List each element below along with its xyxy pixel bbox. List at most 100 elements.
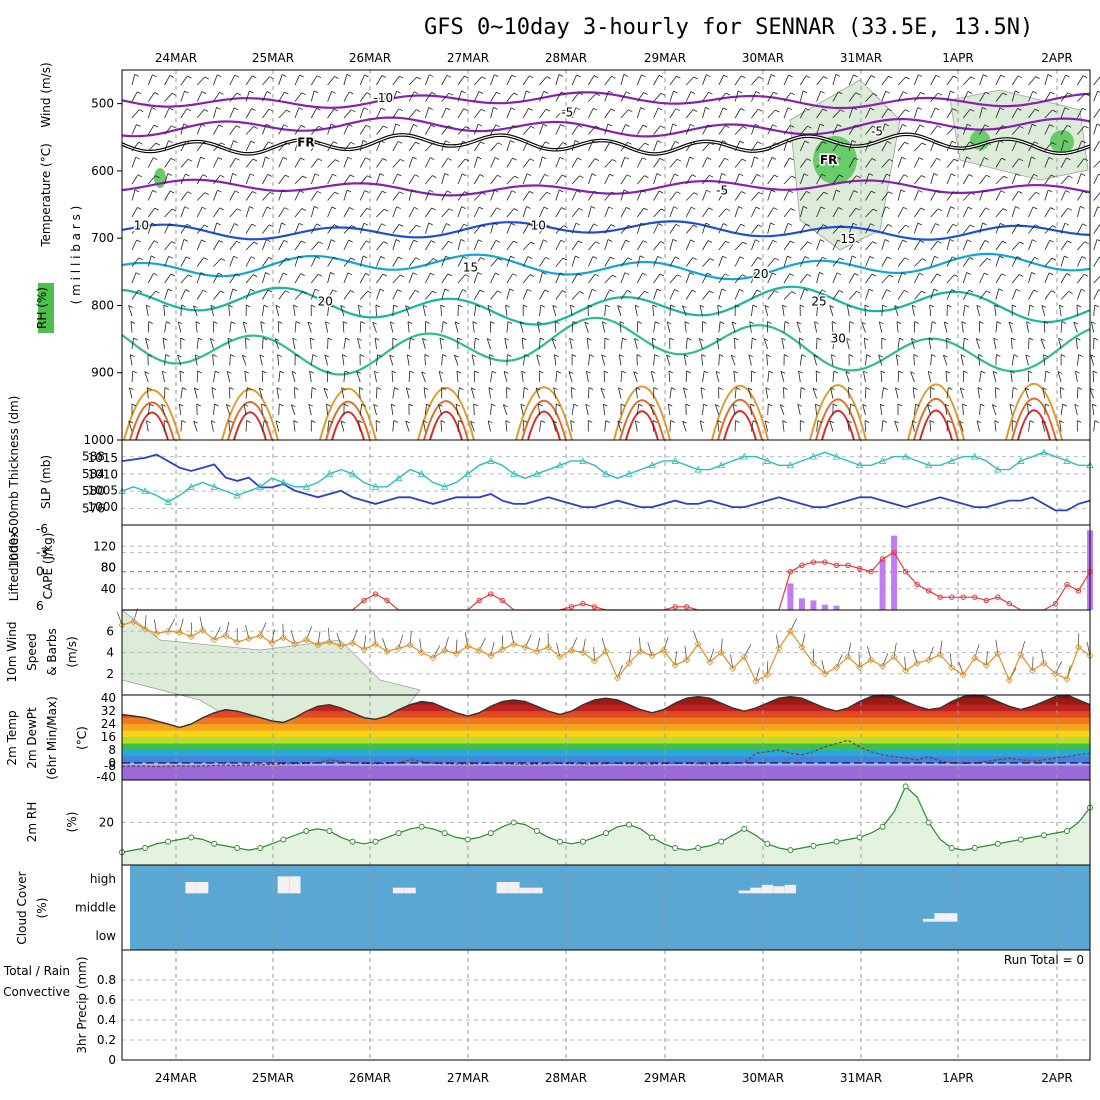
wind-barb-flag <box>298 222 304 226</box>
wind-barb <box>506 223 512 234</box>
wind-barb-flag <box>578 240 583 244</box>
wind-barb <box>376 288 381 300</box>
wind-barb <box>490 124 497 135</box>
wind-barb <box>554 321 557 333</box>
wind-barb <box>1077 93 1086 102</box>
wind-barb-flag <box>316 107 321 111</box>
wind-barb-flag <box>169 190 175 194</box>
wind-barb-flag <box>817 420 823 423</box>
freezing-line-inner <box>121 133 1091 155</box>
rh-ylabel: 2m RH <box>25 802 39 843</box>
wind-barb-flag <box>976 304 982 308</box>
wind-barb <box>718 75 725 86</box>
wind-barb <box>470 387 475 399</box>
wind-barb <box>473 174 481 185</box>
wind-barb-flag <box>1018 274 1024 277</box>
wind-barb <box>571 404 575 416</box>
wind-barb <box>539 156 543 168</box>
wind-barb <box>861 322 866 333</box>
wind-barb-flag <box>328 304 333 308</box>
wind-barb <box>848 140 853 152</box>
temp-ylabel-4: (°C) <box>75 726 89 750</box>
wind-barb <box>685 289 693 300</box>
wind-barb-flag <box>840 225 845 228</box>
wind-barb-flag <box>186 256 191 260</box>
wind-barb-flag <box>1075 370 1080 374</box>
wind-barb-flag <box>869 140 874 144</box>
wind-barb <box>653 140 658 152</box>
wind-barb <box>180 75 188 86</box>
li-tick-label: 6 <box>36 599 44 613</box>
wind-barb <box>1077 173 1082 185</box>
wind-barb <box>816 256 823 267</box>
lifted-index-marker <box>960 594 966 600</box>
wind-barb-flag <box>324 354 329 358</box>
wind10-marker <box>268 639 276 647</box>
wind-barb <box>946 173 952 185</box>
wind-barb <box>425 404 427 416</box>
wind-barb <box>734 387 737 399</box>
wind-barb <box>911 420 915 432</box>
wind-barb-flag <box>406 387 411 391</box>
wind-barb-flag <box>546 76 551 79</box>
wind-barb <box>669 289 675 300</box>
wind-barb <box>799 108 806 119</box>
wind-barb <box>309 337 312 350</box>
wind-barb-flag <box>901 272 907 276</box>
wind-barb-flag <box>959 420 964 424</box>
wind-barb <box>1025 354 1029 366</box>
wind-barb-flag <box>748 387 753 391</box>
warm-arc <box>319 387 377 441</box>
wind-barb-flag <box>1019 241 1024 245</box>
wind-barb-flag <box>397 141 403 144</box>
wind-barb-flag <box>766 354 771 357</box>
wind-barb <box>895 387 899 399</box>
wind-barb <box>1077 190 1084 201</box>
wind-barb <box>325 321 328 333</box>
wind-barb-flag <box>896 321 902 324</box>
wind-barb-flag <box>847 420 852 423</box>
wind-barb <box>244 371 247 383</box>
wind-barb-flag <box>535 387 541 391</box>
wind-barb-flag <box>787 255 792 259</box>
wind-barb <box>229 125 237 135</box>
wind-barb <box>995 190 1002 201</box>
wind-barb <box>1028 289 1035 300</box>
wind-barb <box>555 189 560 201</box>
wind-barb-flag <box>690 91 696 94</box>
wind-barb-flag <box>895 387 900 391</box>
wind-barb <box>636 107 642 119</box>
wind-barb-flag <box>1064 222 1070 226</box>
wind-barb <box>1010 371 1013 383</box>
wind10-marker <box>498 645 506 653</box>
wind-barb <box>930 92 939 102</box>
wind-barb-flag <box>524 387 529 390</box>
wind-barb <box>522 223 530 234</box>
wind-barb <box>897 257 906 267</box>
wind-barb-flag <box>651 337 657 341</box>
wind-barb <box>343 370 346 383</box>
wind-barb <box>995 140 1000 152</box>
thickness-marker <box>164 498 172 505</box>
wind-barb <box>473 257 481 267</box>
wind-barb-flag <box>512 273 517 277</box>
wind-barb <box>750 403 752 416</box>
wind-barb <box>278 290 286 300</box>
wind-barb-flag <box>464 191 469 194</box>
wind-barb-flag <box>849 321 854 324</box>
wind-barb <box>865 223 871 234</box>
wind-barb-flag <box>576 74 581 78</box>
wind-barb <box>718 157 725 168</box>
wind-barb <box>698 338 703 350</box>
wind-barb <box>930 273 938 284</box>
wind-barb <box>376 158 384 168</box>
wind-barb <box>421 371 426 383</box>
thickness-marker <box>694 465 702 473</box>
wind-barb-flag <box>218 240 224 243</box>
wind-barb <box>196 239 202 251</box>
wind-barb-flag <box>342 321 348 324</box>
lifted-index-marker <box>925 588 932 594</box>
rh2m-marker <box>764 840 771 847</box>
wind-barb-flag <box>633 371 638 374</box>
wind-barb-flag <box>1081 140 1086 144</box>
